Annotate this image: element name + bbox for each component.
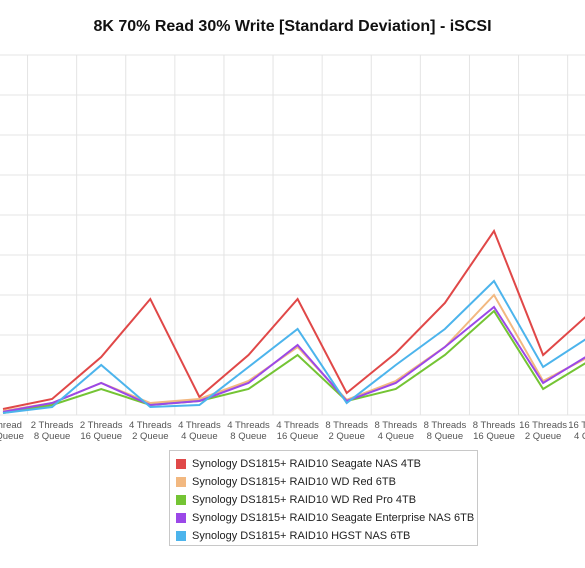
x-tick-label: 2 Threads 16 Queue (80, 420, 123, 442)
legend-label: Synology DS1815+ RAID10 WD Red Pro 4TB (192, 494, 417, 506)
legend-label: Synology DS1815+ RAID10 HGST NAS 6TB (192, 530, 411, 542)
series-line-4 (2, 305, 585, 413)
legend-item-3: Synology DS1815+ RAID10 WD Red Pro 4TB (176, 491, 477, 509)
x-tick-label: 1 Thread32 Queue (0, 420, 24, 442)
gridlines (0, 54, 585, 416)
x-tick-label: 4 Threads 8 Queue (227, 420, 270, 442)
legend-item-1: Synology DS1815+ RAID10 Seagate NAS 4TB (176, 455, 477, 473)
series-line-5 (2, 279, 585, 414)
legend-swatch (176, 459, 186, 469)
chart-title: 8K 70% Read 30% Write [Standard Deviatio… (93, 18, 492, 35)
x-tick-label: 8 Threads 8 Queue (424, 420, 467, 442)
legend-item-4: Synology DS1815+ RAID10 Seagate Enterpri… (176, 509, 477, 527)
x-tick-label: 2 Threads 8 Queue (31, 420, 74, 442)
legend-swatch (176, 495, 186, 505)
legend-swatch (176, 531, 186, 541)
legend-swatch (176, 513, 186, 523)
legend-swatch (176, 477, 186, 487)
legend-label: Synology DS1815+ RAID10 Seagate NAS 4TB (192, 458, 421, 470)
legend-label: Synology DS1815+ RAID10 Seagate Enterpri… (192, 512, 475, 524)
x-tick-label: 4 Threads 4 Queue (178, 420, 221, 442)
x-tick-label: 8 Threads 4 Queue (374, 420, 417, 442)
x-tick-label: 16 Threads 2 Queue (519, 420, 567, 442)
x-tick-label: 4 Threads 16 Queue (276, 420, 319, 442)
series-line-1 (2, 228, 585, 410)
x-tick-label: 8 Threads 2 Queue (325, 420, 368, 442)
series-line-3 (2, 309, 585, 414)
series-lines (2, 228, 585, 414)
x-tick-label: 8 Threads 16 Queue (473, 420, 516, 442)
legend-label: Synology DS1815+ RAID10 WD Red 6TB (192, 476, 396, 488)
legend-item-5: Synology DS1815+ RAID10 HGST NAS 6TB (176, 527, 477, 545)
x-tick-label: 4 Threads 2 Queue (129, 420, 172, 442)
legend: Synology DS1815+ RAID10 Seagate NAS 4TB S… (169, 450, 478, 546)
legend-item-2: Synology DS1815+ RAID10 WD Red 6TB (176, 473, 477, 491)
